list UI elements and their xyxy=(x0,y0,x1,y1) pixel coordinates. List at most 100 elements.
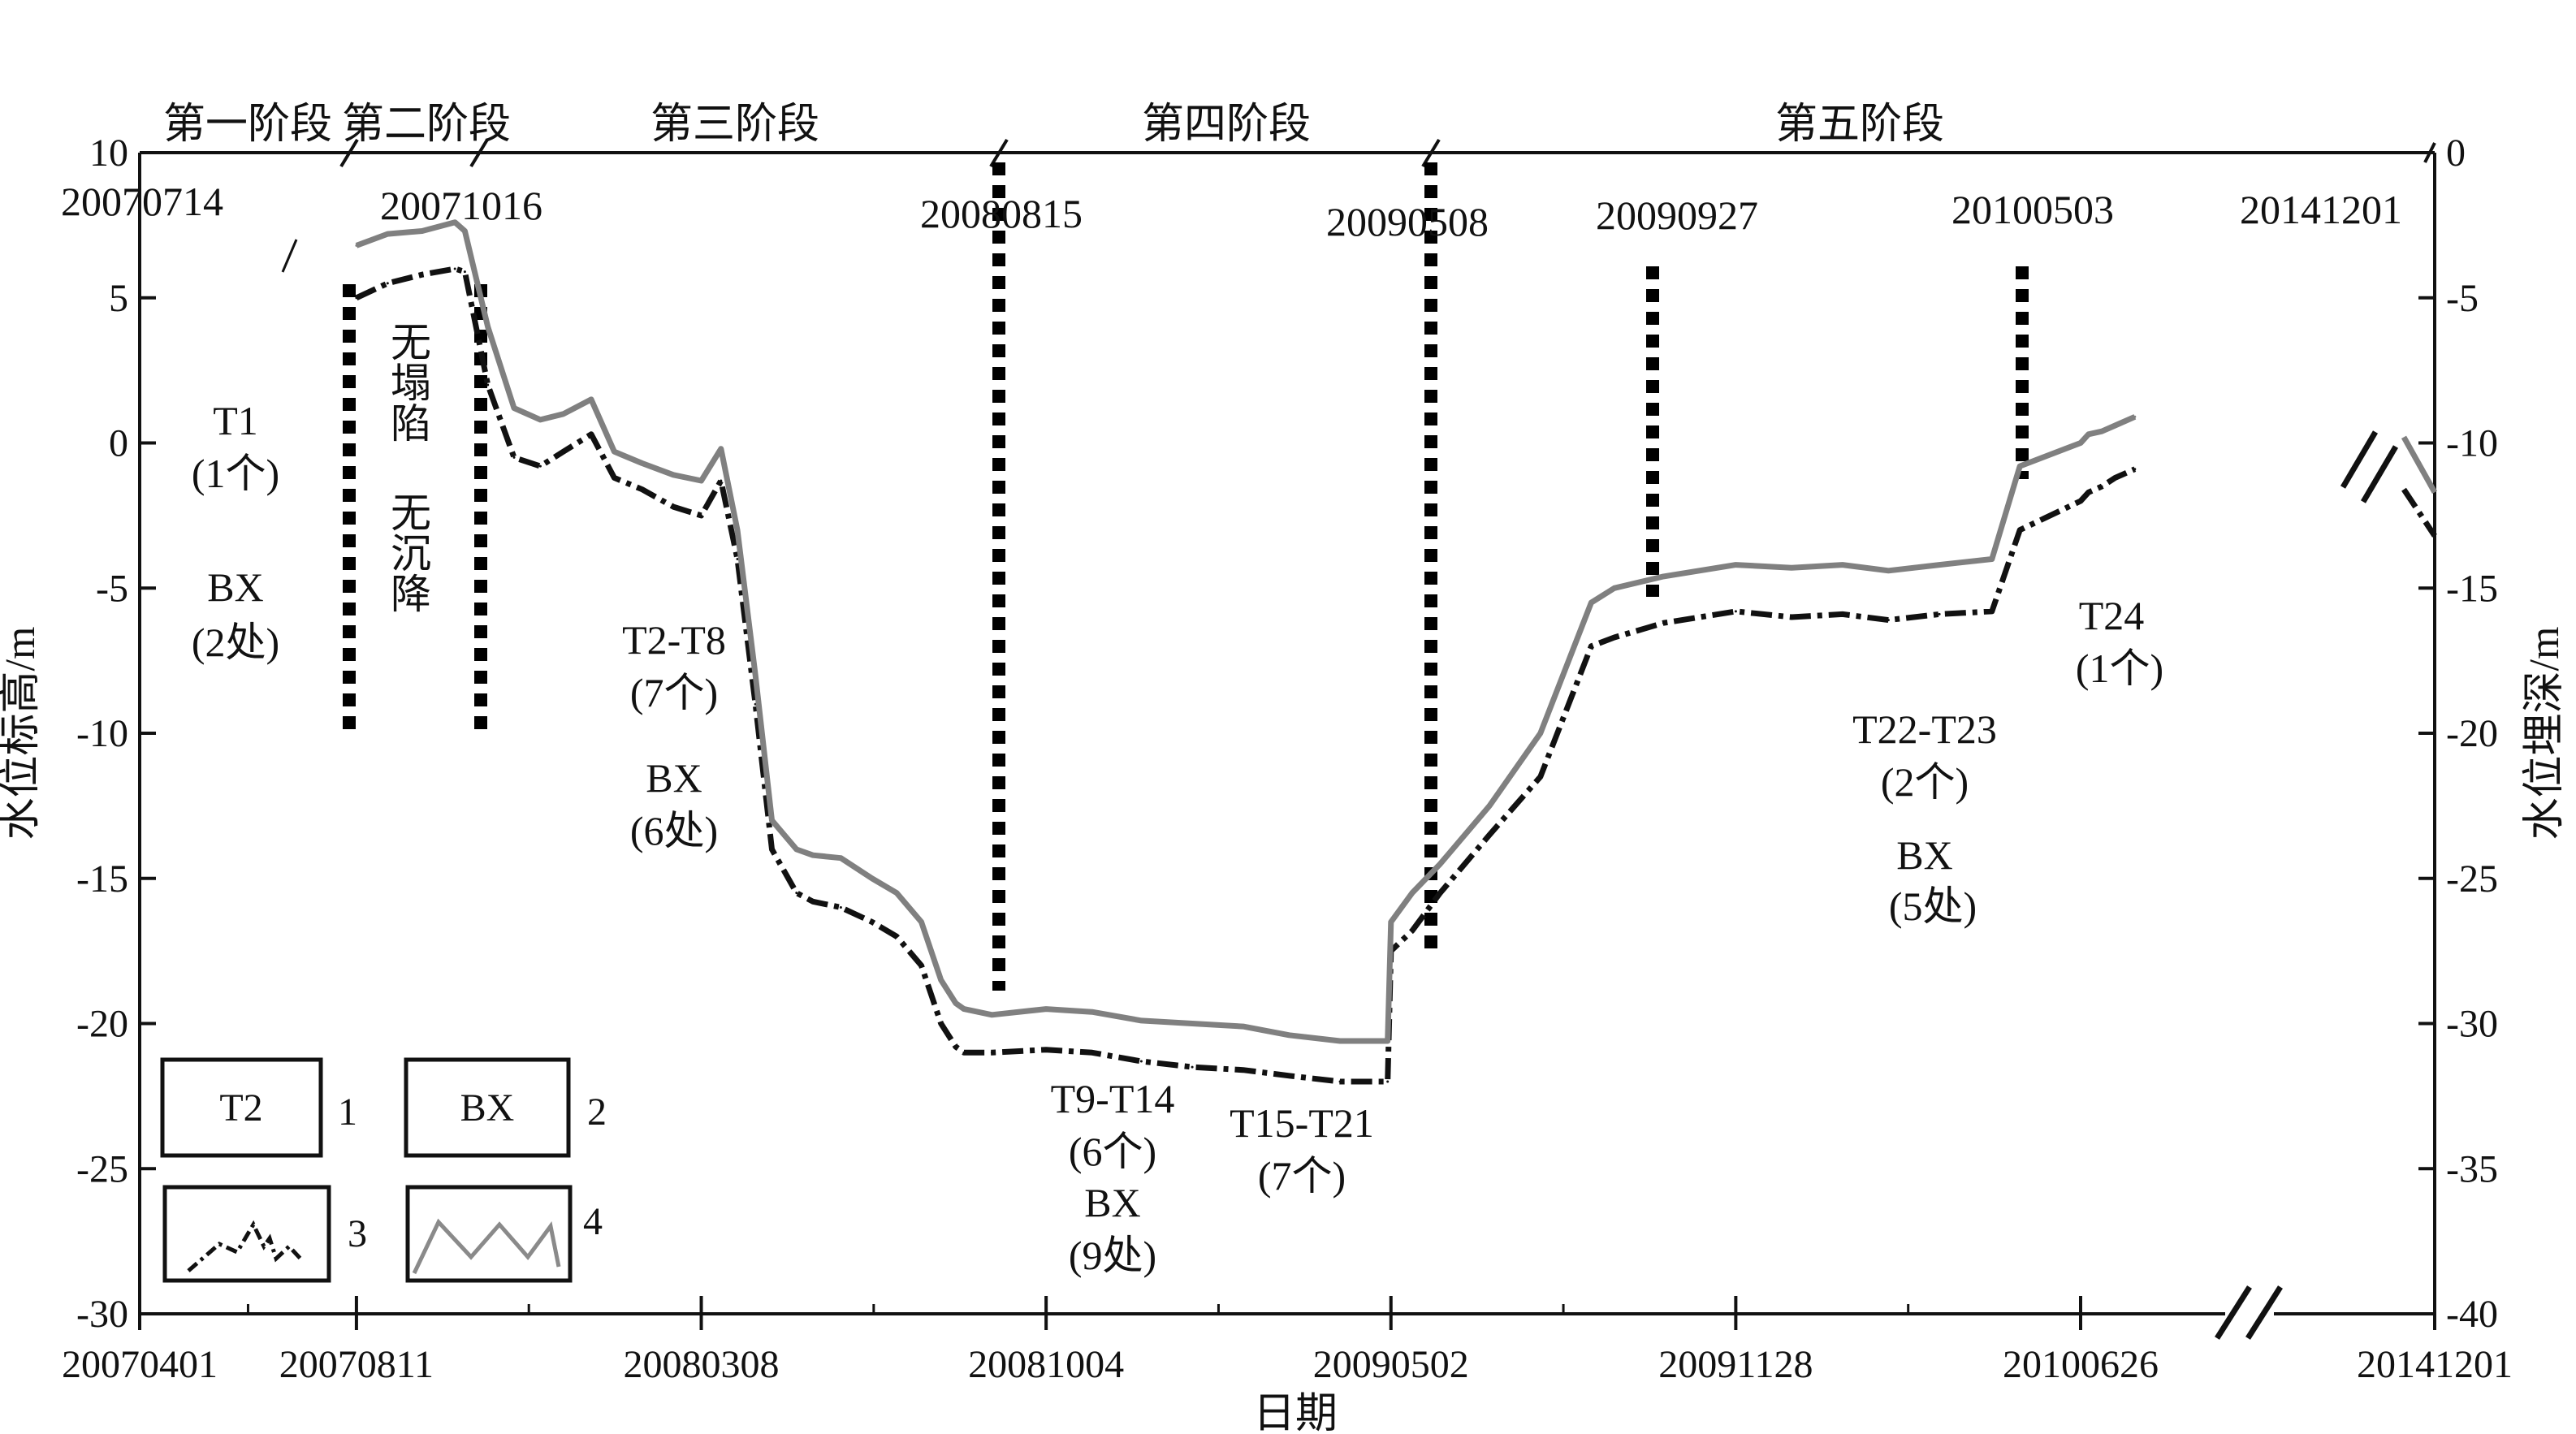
y-tick-right-label: -10 xyxy=(2446,422,2498,465)
y-tick-left-label: -20 xyxy=(76,1003,128,1046)
y-tick-right-label: -35 xyxy=(2446,1147,2498,1190)
x-axis-title: 日期 xyxy=(1253,1391,1338,1434)
series-4-point xyxy=(1390,920,1393,923)
legend-key-1: 1 xyxy=(338,1091,357,1134)
series-4-point xyxy=(940,978,943,982)
series-3-point xyxy=(2133,468,2137,471)
series-3-point xyxy=(486,383,490,387)
series-4-point xyxy=(612,450,616,453)
group-T24-count: (1个) xyxy=(2076,646,2163,691)
series-4-point xyxy=(2133,415,2137,418)
series-4-point xyxy=(839,857,842,860)
group-T22-T23-count: (2个) xyxy=(1881,759,1969,805)
date-ann-20070714-pointer xyxy=(281,239,298,273)
series-4-point xyxy=(895,892,898,895)
series-3-point xyxy=(2079,499,2082,503)
series-4-point xyxy=(962,1008,966,1011)
legend-key-2: 2 xyxy=(587,1091,607,1134)
stage-sep-2 xyxy=(469,138,489,168)
legend-symbol-3 xyxy=(187,1220,302,1272)
series-3-point xyxy=(1790,615,1793,619)
series-4-tail xyxy=(2401,435,2438,494)
series-3-point xyxy=(1091,1051,1094,1054)
series-line-3 xyxy=(355,266,2137,1085)
y-ticks-left: 10 5 0 -5 -10 -15 -20 -25 -30 xyxy=(76,132,156,1336)
date-ann-20080815: 20080815 xyxy=(920,191,1083,236)
series-3-point xyxy=(2114,476,2116,479)
series-4-point xyxy=(2114,424,2116,427)
group-T1-count: (1个) xyxy=(192,451,279,496)
series-4-point xyxy=(811,853,815,857)
series-4-point xyxy=(1488,804,1491,807)
stage-sep-3 xyxy=(989,138,1009,168)
group-T15-T21: T15-T21 (7个) xyxy=(1230,1100,1374,1199)
series-3-point xyxy=(2100,485,2103,488)
series-3-point xyxy=(355,296,358,300)
series-3-point xyxy=(1662,621,1665,624)
series-4-point xyxy=(1734,564,1737,567)
series-3-point xyxy=(672,505,675,508)
series-3-point xyxy=(1242,1069,1245,1072)
series-4-point xyxy=(1990,558,1994,560)
series-4-point xyxy=(453,221,456,224)
series-layer xyxy=(355,219,2438,1085)
axis-break-bottom xyxy=(2215,1285,2283,1340)
y-tick-right-label: -40 xyxy=(2446,1293,2498,1336)
y-tick-left-label: -5 xyxy=(96,567,128,610)
group-T2-T8: T2-T8 (7个) BX (6处) xyxy=(622,617,726,853)
series-4-point xyxy=(771,819,773,822)
x-tick-label: 20070811 xyxy=(279,1343,434,1386)
series-4-point xyxy=(1338,1039,1342,1043)
series-3-point xyxy=(1539,775,1542,779)
legend: T2 1 BX 2 3 4 xyxy=(160,1057,607,1283)
legend-box-1-text: T2 xyxy=(219,1086,262,1129)
legend-box-2 xyxy=(404,1057,571,1158)
series-3-point xyxy=(1044,1048,1048,1052)
series-4-point xyxy=(1841,564,1844,567)
x-tick-label: 20090502 xyxy=(1313,1343,1469,1386)
y-axis-title-right: 水位埋深/m xyxy=(2522,627,2568,840)
axis-break-mark-b xyxy=(2245,1285,2283,1340)
y-tick-left-label: 5 xyxy=(109,277,128,320)
series-4-point xyxy=(672,473,675,477)
y-ticks-right: 0 -5 -10 -15 -20 -25 -30 -35 -40 xyxy=(2418,132,2498,1336)
series-4-point xyxy=(562,412,565,416)
series-3-point xyxy=(538,464,542,468)
series-4-point xyxy=(920,920,923,923)
series-3-point xyxy=(1438,892,1441,895)
series-3-point xyxy=(641,488,644,491)
y-tick-right-label: -15 xyxy=(2446,567,2498,610)
series-4-point xyxy=(590,398,593,401)
group-T24: T24 (1个) xyxy=(2076,593,2163,691)
group-T15-T21-count: (7个) xyxy=(1258,1153,1346,1199)
series-3-point xyxy=(1841,612,1844,615)
series-4-point xyxy=(2079,442,2082,444)
series-4-point xyxy=(1539,732,1542,735)
group-T9-T14-count: (6个) xyxy=(1069,1129,1156,1174)
series-3-point xyxy=(1287,1074,1290,1078)
series-4-point xyxy=(2087,433,2090,436)
series-4-point xyxy=(795,848,798,851)
series-4-point xyxy=(2018,464,2021,468)
y-tick-left-label: 10 xyxy=(89,132,128,175)
series-4-point xyxy=(1411,892,1414,895)
legend-item-4: 4 xyxy=(405,1185,603,1283)
series-3-point xyxy=(463,270,466,274)
series-4-point xyxy=(1887,569,1890,572)
stage-sep-1 xyxy=(339,138,359,168)
series-4-point xyxy=(954,1002,957,1004)
series-4-point xyxy=(871,877,874,880)
series-3-point xyxy=(720,479,723,482)
series-3-point xyxy=(954,1045,957,1048)
legend-item-1: T2 1 xyxy=(160,1057,357,1158)
group-T2-T8-bx: BX xyxy=(646,755,702,801)
date-annotations: 20070714 20071016 20080815 20090508 2009… xyxy=(61,179,2402,273)
group-none-text1: 无塌陷 xyxy=(385,321,430,443)
group-T2-T8-label: T2-T8 xyxy=(622,617,726,663)
series-4-point xyxy=(720,447,723,451)
series-3-point xyxy=(386,282,389,285)
series-break-mark-b xyxy=(2360,445,2399,503)
series-4-point xyxy=(736,529,739,532)
series-4-point xyxy=(355,244,358,247)
series-3-point xyxy=(940,1022,943,1025)
